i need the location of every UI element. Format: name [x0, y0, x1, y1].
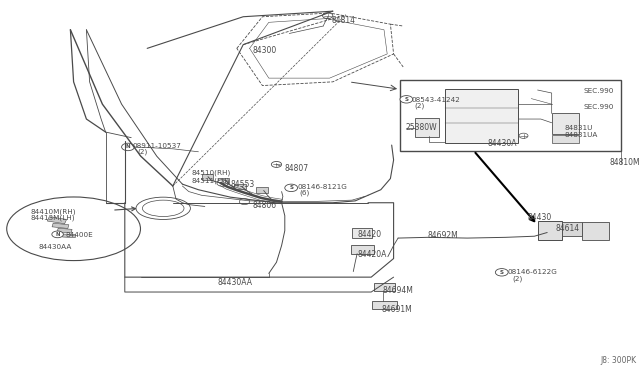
Circle shape: [271, 161, 282, 167]
Bar: [52, 223, 69, 228]
Bar: [352, 228, 372, 238]
Text: (6): (6): [300, 189, 310, 196]
Text: 08146-8121G: 08146-8121G: [298, 184, 348, 190]
Bar: [202, 174, 213, 180]
Text: S: S: [500, 270, 504, 275]
Circle shape: [217, 180, 228, 186]
Circle shape: [519, 133, 528, 138]
Bar: [372, 301, 397, 309]
Text: 84510(RH): 84510(RH): [192, 170, 231, 176]
Text: 84300: 84300: [253, 46, 277, 55]
Text: N: N: [125, 144, 131, 150]
Bar: [562, 222, 582, 236]
Text: 84691M: 84691M: [381, 305, 412, 314]
Text: 84400E: 84400E: [65, 232, 93, 238]
Circle shape: [122, 143, 134, 151]
Ellipse shape: [6, 197, 141, 260]
Circle shape: [285, 184, 298, 192]
Text: (2): (2): [137, 148, 147, 155]
Bar: [582, 222, 609, 240]
Circle shape: [239, 199, 250, 205]
Bar: [57, 228, 72, 233]
Bar: [445, 89, 518, 143]
Text: 84806: 84806: [253, 201, 277, 210]
Text: SEC.990: SEC.990: [584, 104, 614, 110]
Bar: [400, 80, 621, 151]
Bar: [218, 178, 229, 183]
Circle shape: [323, 13, 333, 19]
Text: 84420: 84420: [357, 230, 381, 239]
Circle shape: [495, 269, 508, 276]
Text: 84692M: 84692M: [428, 231, 458, 240]
Text: N: N: [55, 232, 60, 237]
Bar: [234, 184, 246, 189]
Text: (2): (2): [512, 275, 522, 282]
Bar: [351, 245, 374, 254]
Text: S: S: [404, 97, 408, 102]
Text: S: S: [289, 185, 293, 190]
Bar: [47, 217, 67, 224]
Circle shape: [400, 96, 413, 103]
Text: 84614: 84614: [556, 224, 580, 233]
Bar: [552, 135, 579, 143]
Text: 84430AA: 84430AA: [218, 278, 253, 287]
Text: 84831U: 84831U: [564, 125, 593, 131]
Text: 84420A: 84420A: [357, 250, 387, 259]
Text: 84810M: 84810M: [609, 158, 640, 167]
Text: 84814: 84814: [332, 16, 356, 25]
Text: 84430AA: 84430AA: [38, 244, 72, 250]
Text: 84694M: 84694M: [383, 286, 413, 295]
Bar: [415, 118, 439, 137]
Bar: [63, 234, 76, 238]
Bar: [552, 113, 579, 134]
Text: (2): (2): [415, 102, 425, 109]
Text: 84807: 84807: [285, 164, 309, 173]
Text: 84511(LH): 84511(LH): [192, 177, 230, 184]
Text: 84413M(LH): 84413M(LH): [31, 214, 76, 221]
Bar: [256, 187, 268, 193]
Text: 84430A: 84430A: [488, 139, 517, 148]
Text: 84553: 84553: [230, 180, 255, 189]
Text: 08146-6122G: 08146-6122G: [508, 269, 557, 275]
Text: 84430: 84430: [528, 213, 552, 222]
Text: 84410M(RH): 84410M(RH): [31, 208, 76, 215]
Text: 08543-41242: 08543-41242: [412, 97, 460, 103]
Text: 84831UA: 84831UA: [564, 132, 598, 138]
Text: J8: 300PK: J8: 300PK: [601, 356, 637, 365]
Text: 25380W: 25380W: [406, 123, 437, 132]
Bar: [538, 221, 562, 240]
Circle shape: [52, 231, 63, 238]
Text: 08911-10537: 08911-10537: [132, 143, 181, 149]
Text: SEC.990: SEC.990: [584, 88, 614, 94]
Bar: [374, 283, 395, 291]
